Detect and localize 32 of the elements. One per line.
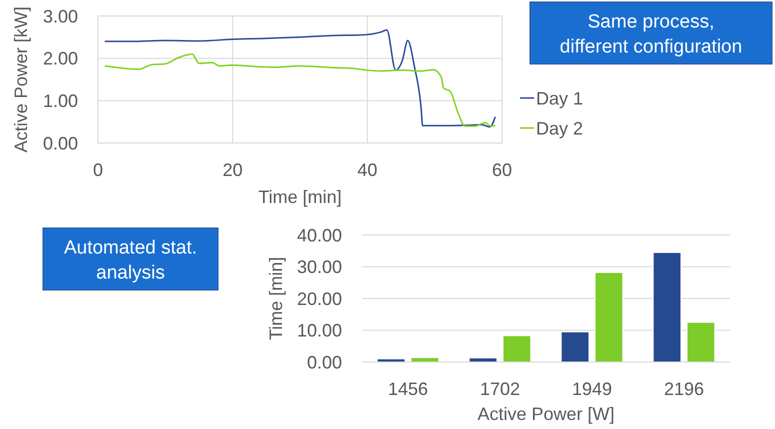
x-axis-title: Active Power [W] [477,404,615,424]
x-axis-title: Time [min] [258,187,342,207]
text: Same process, different configuration [560,12,742,58]
legend-label: Day 1 [536,88,584,108]
y-tick-label: 0.00 [306,352,342,372]
y-tick-label: 3.00 [42,6,78,26]
bar [502,335,532,362]
x-tick-label: 1456 [388,379,428,399]
x-tick-label: 1949 [572,379,612,399]
bar [652,252,682,362]
y-tick-label: 10.00 [296,320,342,341]
y-tick-label: 1.00 [42,90,78,111]
x-tick-label: 0 [92,160,104,180]
bar [594,272,624,362]
text: Automated stat. analysis [64,238,198,284]
x-tick-label: 20 [222,160,243,180]
y-axis-title: Active Power [kW] [11,6,31,153]
y-tick-label: 40.00 [296,225,342,246]
y-tick-label: 2.00 [42,48,78,69]
legend-label: Day 2 [536,118,584,138]
y-tick-label: 30.00 [296,257,342,278]
x-tick-label: 2196 [664,379,704,399]
bar [686,322,716,362]
x-tick-label: 1702 [480,379,520,399]
line-series [104,29,496,128]
y-tick-label: 20.00 [296,288,342,309]
x-tick-label: 60 [492,160,512,180]
line-series [104,53,496,127]
y-axis-title: Time [min] [266,256,286,340]
y-tick-label: 0.00 [42,133,78,154]
bar [560,331,590,362]
x-tick-label: 40 [357,160,378,180]
